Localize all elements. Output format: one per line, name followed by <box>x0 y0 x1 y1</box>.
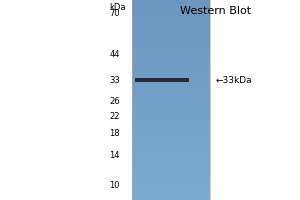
Text: 10: 10 <box>110 181 120 190</box>
Text: ←33kDa: ←33kDa <box>216 76 253 85</box>
Text: Western Blot: Western Blot <box>180 6 252 16</box>
Text: kDa: kDa <box>110 3 126 12</box>
Text: 22: 22 <box>110 112 120 121</box>
Text: 14: 14 <box>110 151 120 160</box>
Text: 44: 44 <box>110 50 120 59</box>
Bar <box>135 78 189 82</box>
Text: 26: 26 <box>110 97 120 106</box>
Text: 18: 18 <box>110 129 120 138</box>
Text: 70: 70 <box>110 9 120 18</box>
Text: 33: 33 <box>109 76 120 85</box>
